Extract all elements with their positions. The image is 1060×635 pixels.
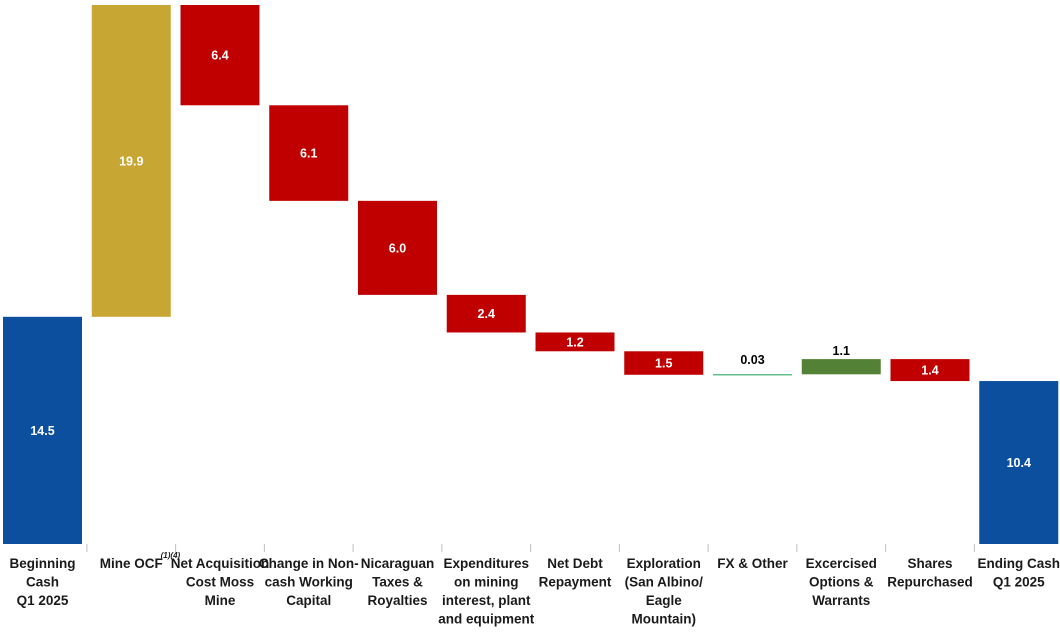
category-label-5: Nicaraguan Taxes & Royalties: [361, 556, 435, 608]
category-label-line: and equipment: [438, 612, 535, 627]
category-label-line: Repurchased: [887, 575, 973, 590]
category-label-line: Royalties: [367, 593, 427, 608]
category-label-line: Shares: [907, 556, 952, 571]
category-label-line: Expenditures: [443, 556, 529, 571]
category-label-line: Ending Cash: [977, 556, 1060, 571]
bar-value-label-7: 1.2: [566, 335, 583, 349]
category-label-line: Mine OCF: [100, 556, 163, 571]
bar-4: [269, 105, 349, 201]
bar-value-label-9: 0.03: [740, 353, 764, 367]
category-label-line: Capital: [286, 593, 331, 608]
category-label-line: Exploration: [627, 556, 701, 571]
category-label-9: FX & Other: [717, 556, 788, 571]
category-label-7: Net Debt Repayment: [539, 556, 612, 590]
category-label-line: cash Working: [265, 575, 353, 590]
category-label-3: Net Acquisition Cost Moss Mine: [171, 556, 270, 608]
bar-value-label-8: 1.5: [655, 357, 672, 371]
category-label-line: Mine: [205, 593, 236, 608]
category-label-12: Ending Cash Q1 2025: [977, 556, 1060, 590]
category-label-line: on mining: [454, 575, 519, 590]
category-label-line: Change in Non-: [259, 556, 359, 571]
bar-9: [713, 374, 792, 376]
bar-12: [979, 381, 1059, 544]
bar-7: [535, 332, 615, 352]
category-label-line: Cost Moss: [186, 575, 254, 590]
category-label-11: Shares Repurchased: [887, 556, 973, 590]
bar-10: [801, 359, 881, 375]
category-label-line: Repayment: [539, 575, 612, 590]
category-label-line: Cash: [26, 575, 59, 590]
bar-8: [624, 351, 704, 375]
category-label-line: Net Acquisition: [171, 556, 270, 571]
bar-value-label-1: 14.5: [30, 424, 54, 438]
category-footnote-marker: (1)(4): [161, 551, 181, 560]
category-label-line: Taxes &: [372, 575, 423, 590]
category-label-line: Nicaraguan: [361, 556, 435, 571]
bar-value-label-11: 1.4: [921, 364, 938, 378]
category-label-line: Options &: [809, 575, 874, 590]
category-label-1: Beginning Cash Q1 2025: [10, 556, 76, 608]
category-label-6: Expenditures on mining interest, plant and …: [438, 556, 535, 627]
bar-value-label-5: 6.0: [389, 241, 406, 255]
bar-2: [91, 5, 171, 317]
category-label-line: Net Debt: [547, 556, 603, 571]
bar-value-label-4: 6.1: [300, 147, 317, 161]
category-label-line: Warrants: [812, 593, 870, 608]
category-label-line: Excercised: [806, 556, 877, 571]
bar-value-label-3: 6.4: [211, 49, 228, 63]
bar-value-label-2: 19.9: [119, 154, 143, 168]
category-label-line: (San Albino/: [625, 575, 703, 590]
category-label-line: Mountain): [632, 612, 696, 627]
category-label-4: Change in Non-cash Working Capital: [259, 556, 359, 608]
category-label-line: Beginning: [10, 556, 76, 571]
bar-1: [3, 316, 82, 544]
category-label-line: Q1 2025: [17, 593, 69, 608]
bar-value-label-10: 1.1: [833, 344, 850, 358]
category-label-line: interest, plant: [442, 593, 531, 608]
bar-value-label-6: 2.4: [478, 307, 495, 321]
category-label-line: Q1 2025: [993, 575, 1045, 590]
category-label-line: FX & Other: [717, 556, 788, 571]
bar-3: [180, 5, 260, 106]
category-label-line: Eagle: [646, 593, 683, 608]
bar-5: [358, 200, 437, 295]
bar-6: [446, 294, 526, 333]
bar-11: [890, 359, 970, 382]
category-label-8: Exploration (San Albino/Eagle Mountain): [625, 556, 703, 627]
category-label-2: Mine OCF: [100, 556, 163, 571]
bar-value-label-12: 10.4: [1007, 456, 1031, 470]
category-label-10: Excercised Options & Warrants: [806, 556, 877, 608]
